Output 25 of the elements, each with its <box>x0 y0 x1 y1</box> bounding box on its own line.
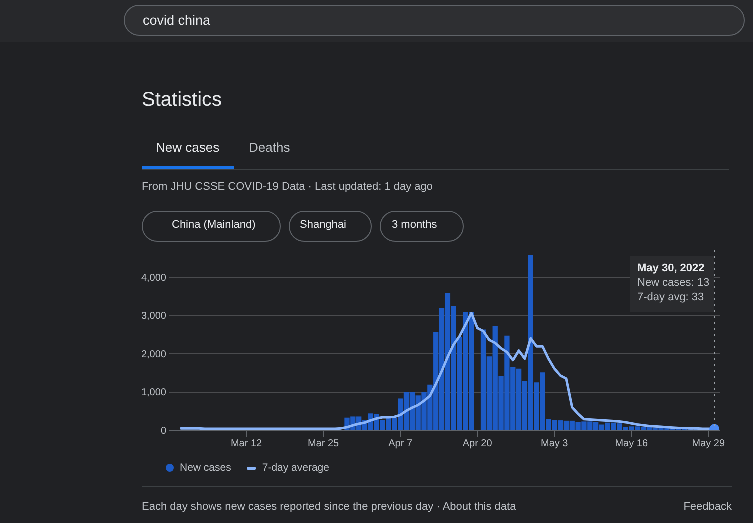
chart-title: Statistics <box>142 88 222 112</box>
text: Deaths <box>249 140 290 156</box>
legend-label: 7-day average <box>262 460 330 476</box>
y-tick-label: 4,000 <box>141 272 167 284</box>
x-tick-label: May 29 <box>692 438 726 450</box>
text: China (Mainland) <box>172 219 256 233</box>
text: Each day shows new cases reported since the previous day · About this data <box>142 501 516 515</box>
text: Feedback <box>684 501 732 515</box>
y-tick-label: 0 <box>160 426 167 437</box>
text: Shanghai <box>300 219 346 233</box>
x-tick-label: Apr 20 <box>462 438 493 450</box>
annotation: May 30, 2022 New cases: 13 7-day avg: 33 <box>638 262 710 304</box>
text: New cases <box>156 140 220 156</box>
text: covid china <box>143 12 211 30</box>
chart-subtitle: From JHU CSSE COVID-19 Data · Last updated: 1 day ago <box>142 181 434 195</box>
x-tick-label: May 16 <box>615 438 648 450</box>
y-tick-label: 2,000 <box>141 349 167 360</box>
x-tick-label: May 3 <box>540 438 569 450</box>
y-tick-label: 3,000 <box>141 311 167 322</box>
x-tick-label: Apr 7 <box>388 438 413 450</box>
x-tick-label: Mar 12 <box>230 438 263 450</box>
x-tick-label: Mar 25 <box>308 438 340 450</box>
legend-label: New cases <box>180 460 232 476</box>
y-tick-label: 1,000 <box>141 388 167 399</box>
text: 3 months <box>392 219 438 233</box>
